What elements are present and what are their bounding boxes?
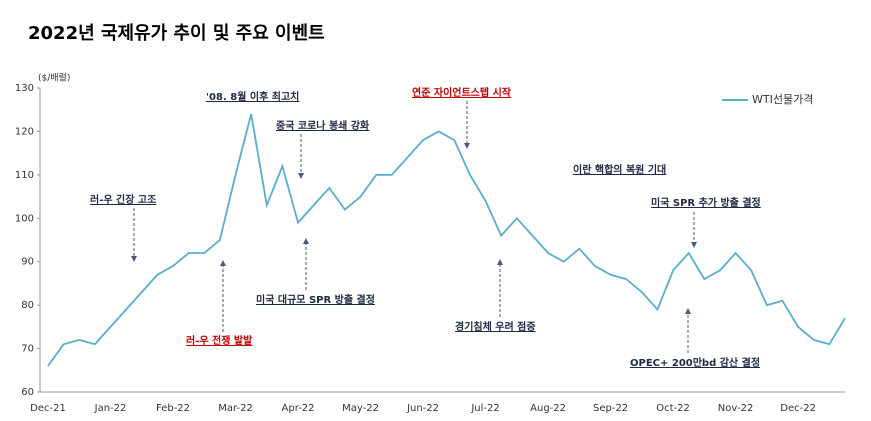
annotation: '08. 8월 이후 최고치: [206, 90, 299, 103]
y-tick-label: 110: [15, 170, 34, 181]
annotations: '08. 8월 이후 최고치 중국 코로나 봉쇄 강화 연준 자이언트스텝 시작…: [90, 86, 761, 369]
x-tick-label: Nov-22: [718, 403, 754, 414]
x-tick-label: Feb-22: [156, 403, 190, 414]
x-tick-label: Jan-22: [94, 403, 127, 414]
y-tick-label: 100: [15, 213, 34, 224]
y-tick-label: 90: [21, 257, 34, 268]
legend-label: WTI선물가격: [752, 93, 813, 106]
x-tick-label: Dec-22: [780, 403, 816, 414]
y-tick-label: 120: [15, 126, 34, 137]
y-tick-label: 80: [21, 300, 34, 311]
annotation: 미국 SPR 추가 방출 결정: [651, 196, 761, 209]
x-tick-label: Aug-22: [530, 403, 566, 414]
x-tick-label: Jul-22: [470, 403, 499, 414]
x-tick-label: Jun-22: [406, 403, 439, 414]
x-tick-label: Mar-22: [218, 403, 253, 414]
price-line: [47, 113, 846, 367]
x-tick-label: Sep-22: [593, 403, 628, 414]
x-tick-label: May-22: [342, 403, 379, 414]
y-tick-label: 60: [21, 387, 34, 398]
y-axis-label: ($/배럴): [38, 73, 70, 84]
x-tick-label: Dec-21: [30, 403, 66, 414]
y-tick-label: 130: [15, 83, 34, 94]
annotation: 이란 핵합의 복원 기대: [573, 163, 666, 176]
annotation: 미국 대규모 SPR 방출 결정: [256, 293, 375, 306]
y-tick-label: 70: [21, 344, 34, 355]
annotation: 러-우 전쟁 발발: [186, 334, 253, 347]
annotation: OPEC+ 200만bd 감산 결정: [630, 356, 760, 369]
x-tick-label: Oct-22: [656, 403, 690, 414]
annotation: 연준 자이언트스텝 시작: [412, 86, 512, 99]
chart-title: 2022년 국제유가 추이 및 주요 이벤트: [28, 23, 325, 44]
annotation: 경기침체 우려 점증: [455, 320, 536, 333]
annotation: 중국 코로나 봉쇄 강화: [276, 119, 370, 132]
annotation: 러-우 긴장 고조: [90, 193, 156, 206]
x-tick-label: Apr-22: [282, 403, 315, 414]
